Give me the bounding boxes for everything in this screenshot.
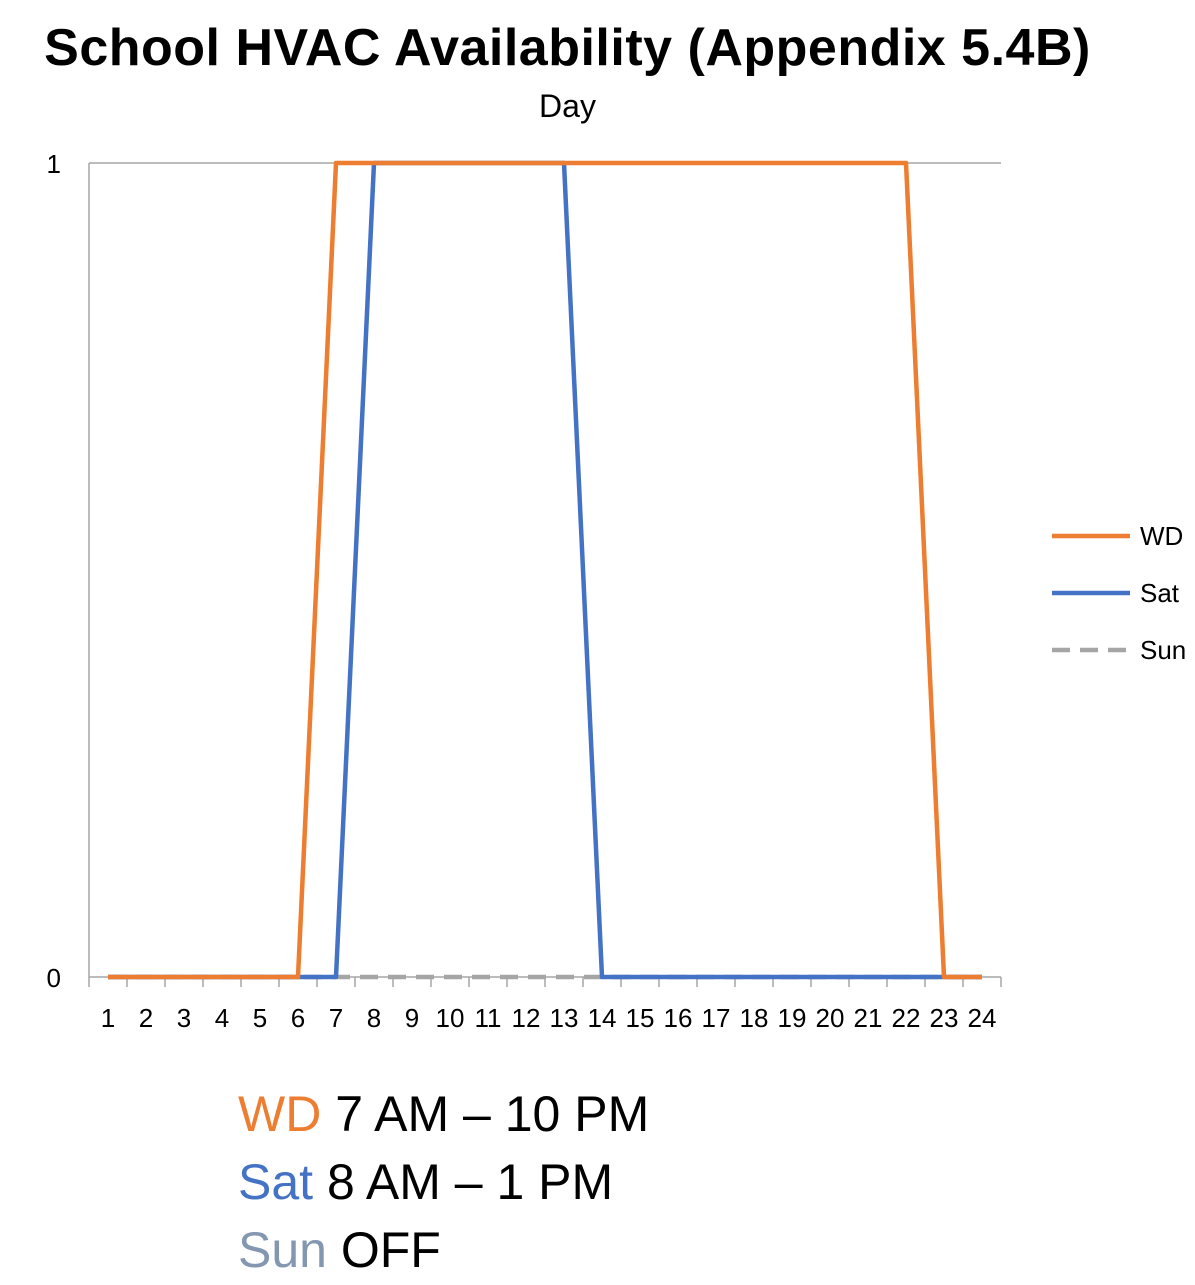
x-tick-label: 10 [436, 1003, 465, 1033]
schedule-summary: WD 7 AM – 10 PM Sat 8 AM – 1 PM Sun OFF [238, 1080, 649, 1284]
x-tick-label: 14 [588, 1003, 617, 1033]
x-tick-label: 3 [177, 1003, 191, 1033]
x-tick-label: 15 [626, 1003, 655, 1033]
x-tick-label: 7 [329, 1003, 343, 1033]
x-tick-label: 16 [664, 1003, 693, 1033]
x-tick-label: 20 [816, 1003, 845, 1033]
x-tick-label: 13 [550, 1003, 579, 1033]
x-tick-label: 1 [101, 1003, 115, 1033]
series-line-wd [108, 160, 982, 980]
x-tick-label: 11 [475, 1003, 502, 1033]
x-tick-label: 19 [778, 1003, 807, 1033]
x-tick-label: 17 [702, 1003, 731, 1033]
summary-text-wd: 7 AM – 10 PM [321, 1086, 650, 1142]
chart-title: School HVAC Availability (Appendix 5.4B) [44, 19, 1091, 77]
chart-subtitle: Day [539, 88, 596, 124]
y-tick-label: 0 [47, 963, 61, 993]
y-tick-label: 1 [47, 149, 61, 179]
summary-label-sat: Sat [238, 1154, 314, 1210]
legend-label-sat: Sat [1140, 578, 1180, 608]
x-tick-label: 5 [253, 1003, 267, 1033]
legend-label-wd: WD [1140, 521, 1183, 551]
x-tick-label: 2 [139, 1003, 153, 1033]
x-tick-label: 6 [291, 1003, 305, 1033]
line-chart: 011 2 3 4 5 6 7 8 9 10 11 12 13 14 15 16 17 18 19 20 21 22 23 2… [47, 149, 1187, 1033]
summary-text-sun: OFF [326, 1222, 441, 1278]
summary-row-wd: WD 7 AM – 10 PM [238, 1080, 649, 1148]
x-tick-label: 4 [215, 1003, 229, 1033]
legend-label-sun: Sun [1140, 635, 1186, 665]
x-tick-label: 12 [512, 1003, 541, 1033]
x-tick-label: 21 [854, 1003, 883, 1033]
x-tick-label: 9 [405, 1003, 419, 1033]
summary-text-sat: 8 AM – 1 PM [313, 1154, 614, 1210]
summary-label-wd: WD [238, 1086, 322, 1142]
x-tick-label: 18 [740, 1003, 769, 1033]
x-tick-label: 22 [892, 1003, 921, 1033]
summary-label-sun: Sun [238, 1222, 327, 1278]
summary-row-sat: Sat 8 AM – 1 PM [238, 1148, 649, 1216]
x-tick-label: 23 [930, 1003, 959, 1033]
summary-row-sun: Sun OFF [238, 1216, 649, 1284]
x-tick-label: 24 [968, 1003, 997, 1033]
series-line-sat [108, 160, 982, 980]
x-tick-label: 8 [367, 1003, 381, 1033]
